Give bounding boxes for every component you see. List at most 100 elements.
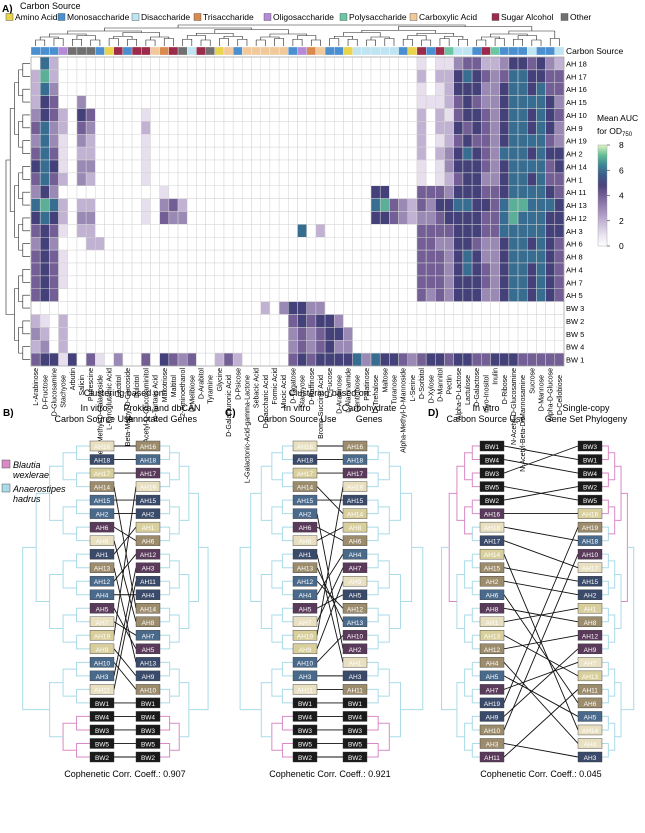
heatmap-cell	[177, 237, 188, 251]
connector-line	[503, 445, 579, 474]
heatmap-cell	[196, 237, 206, 251]
left-leaf-label: AH4	[299, 593, 312, 600]
heatmap-cell	[30, 262, 41, 277]
connector-line	[113, 567, 137, 676]
heatmap-cell	[214, 56, 225, 71]
heatmap-cell	[315, 301, 326, 315]
heatmap-cell	[462, 172, 473, 186]
heatmap-cell	[545, 275, 556, 289]
left-leaf-box	[89, 630, 115, 641]
heatmap-cell	[113, 327, 124, 341]
heatmap-cell	[85, 82, 96, 96]
heatmap-cell	[232, 82, 243, 96]
heatmap-cell	[407, 301, 418, 315]
heatmap-cell	[471, 327, 482, 341]
heatmap-cell	[39, 211, 50, 225]
heatmap-cell	[104, 95, 114, 109]
heatmap-cell	[315, 198, 326, 212]
heatmap-cell	[168, 69, 179, 83]
heatmap-cell	[545, 224, 556, 238]
heatmap-cell	[545, 159, 556, 174]
heatmap-cell	[481, 314, 491, 328]
heatmap-cell	[545, 340, 556, 354]
heatmap-cell	[352, 95, 363, 109]
heatmap-cell	[58, 224, 69, 238]
left-leaf-box	[89, 548, 115, 560]
heatmap-cell	[58, 262, 69, 277]
heatmap-cell	[370, 288, 381, 302]
left-dendrogram-branch	[260, 465, 272, 521]
heatmap-cell	[205, 159, 216, 174]
heatmap-cell	[150, 249, 160, 264]
heatmap-cell	[554, 108, 565, 122]
left-leaf-box	[292, 576, 318, 587]
heatmap-cell	[159, 301, 170, 315]
heatmap-cell	[288, 121, 298, 135]
right-dendrogram-branch	[169, 614, 180, 643]
connector-line	[503, 526, 579, 704]
right-dendrogram-branch	[367, 715, 379, 731]
heatmap-cell	[315, 249, 326, 264]
heatmap-cell	[499, 237, 510, 251]
heatmap-cell	[398, 249, 409, 264]
heatmap-cell	[389, 275, 399, 289]
heatmap-cell	[398, 146, 409, 161]
heatmap-cell	[324, 159, 335, 174]
left-leaf-box	[292, 481, 318, 492]
heatmap-cell	[416, 340, 427, 354]
heatmap-cell	[168, 237, 179, 251]
heatmap-cell	[49, 314, 59, 328]
heatmap-cell	[499, 82, 510, 96]
heatmap-cell	[508, 95, 519, 109]
heatmap-cell	[49, 108, 59, 122]
right-dendrogram-branch	[169, 722, 180, 751]
heatmap-cell	[95, 301, 105, 315]
right-leaf-label: AH8	[584, 620, 597, 627]
heatmap-cell	[113, 288, 124, 302]
heatmap-cell	[177, 185, 188, 199]
heatmap-cell	[334, 172, 344, 186]
left-leaf-box	[292, 684, 318, 695]
heatmap-cell	[122, 159, 133, 174]
heatmap-cell	[85, 249, 96, 264]
row-dendrogram-branch	[22, 191, 30, 206]
heatmap-cell	[343, 327, 353, 341]
heatmap-cell	[435, 146, 445, 161]
left-tree-title: Carbon Source Use	[446, 414, 525, 424]
heatmap-cell	[453, 275, 464, 289]
right-leaf-box	[577, 751, 603, 763]
heatmap-cell	[232, 56, 243, 71]
heatmap-cell	[435, 159, 445, 174]
right-leaf-label: AH4	[584, 741, 597, 748]
heatmap-cell	[232, 146, 243, 161]
heatmap-cell	[508, 159, 519, 174]
heatmap-cell	[499, 275, 510, 289]
heatmap-cell	[425, 185, 436, 199]
heatmap-cell	[334, 82, 344, 96]
heatmap-cell	[49, 172, 59, 186]
heatmap-cell	[113, 146, 124, 161]
heatmap-cell	[196, 108, 206, 122]
heatmap-cell	[306, 146, 317, 161]
right-dendrogram-branch	[160, 661, 171, 677]
heatmap-cell	[95, 159, 105, 174]
heatmap-cell	[554, 56, 565, 71]
heatmap-cell	[104, 237, 114, 251]
column-label: Pectin	[447, 375, 454, 395]
column-label: D-Cellobiose	[557, 375, 564, 415]
heatmap-cell	[242, 95, 252, 109]
column-dendrogram-branch	[476, 39, 487, 46]
heatmap-cell	[499, 159, 510, 174]
heatmap-cell	[343, 108, 353, 122]
heatmap-cell	[278, 224, 289, 238]
heatmap-cell	[453, 146, 464, 161]
heatmap-cell	[334, 288, 344, 302]
heatmap-cell	[499, 327, 510, 341]
right-dendrogram-branch	[160, 580, 171, 596]
heatmap-cell	[58, 185, 69, 199]
heatmap-cell	[444, 314, 454, 328]
heatmap-cell	[416, 172, 427, 186]
heatmap-cell	[297, 146, 307, 161]
right-leaf-box	[342, 751, 368, 763]
right-leaf-box	[342, 711, 368, 722]
